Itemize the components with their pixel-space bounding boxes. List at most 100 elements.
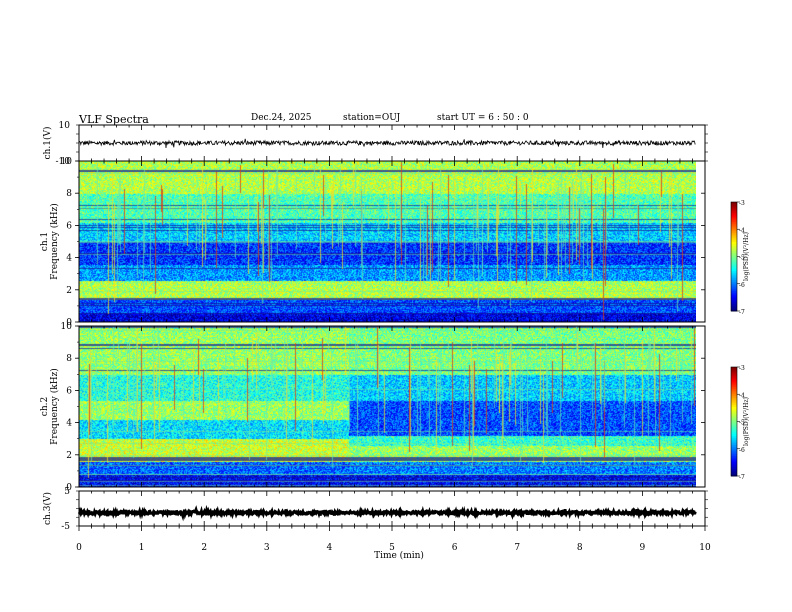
colorbar-swatch	[731, 231, 737, 234]
colorbar-label: log(PSD)(V²/Hz)	[743, 397, 750, 446]
ch1-spectrogram-image	[79, 161, 696, 322]
colorbar-swatch	[731, 396, 737, 399]
colorbar-swatch	[731, 457, 737, 461]
colorbar-swatch	[731, 249, 737, 252]
colorbar-swatch	[731, 207, 737, 210]
colorbar-swatch	[731, 221, 737, 225]
colorbar-swatch	[731, 450, 737, 453]
colorbar-swatch	[731, 425, 737, 428]
colorbar-swatch	[731, 212, 737, 216]
colorbar-swatch	[731, 423, 737, 426]
colorbar-swatch	[731, 301, 737, 305]
colorbar-swatch	[731, 223, 737, 227]
y-tick-label: 6	[66, 221, 72, 231]
y-tick-label: 5	[64, 487, 70, 497]
colorbar-swatch	[731, 296, 737, 299]
colorbar-swatch	[731, 211, 737, 214]
colorbar-layer: -3 -4 -5 -6 -7 log(PSD)(V²/Hz) -3 -4 -5 -6 -7 log(P…	[730, 200, 750, 481]
colorbar-swatch	[731, 251, 737, 254]
colorbar-tick-label: -3	[739, 200, 745, 207]
ch2-spectrogram-ylabel: Frequency (kHz)	[49, 368, 60, 445]
colorbar-swatch	[731, 414, 737, 417]
colorbar-swatch	[731, 368, 737, 372]
colorbar-swatch	[731, 205, 737, 208]
x-tick-label: 3	[264, 543, 270, 553]
start-time-label: start UT = 6 : 50 : 0	[437, 113, 529, 123]
colorbar-swatch	[731, 216, 737, 219]
date-label: Dec.24, 2025	[251, 113, 312, 123]
colorbar-swatch	[731, 281, 737, 285]
x-axis-label: Time (min)	[374, 550, 424, 561]
colorbar-swatch	[731, 294, 737, 297]
x-tick-label: 9	[640, 543, 646, 553]
colorbar-swatch	[731, 412, 737, 415]
colorbar-swatch	[731, 285, 737, 288]
colorbar-tick-label: -4	[739, 392, 745, 399]
colorbar-swatch	[731, 254, 737, 257]
colorbar-tick-label: -7	[739, 474, 745, 481]
colorbar-swatch	[731, 374, 737, 377]
colorbar-tick-label: -6	[739, 447, 745, 454]
colorbar-swatch	[731, 379, 737, 383]
colorbar-swatch	[731, 465, 737, 468]
colorbar-swatch	[731, 381, 737, 384]
colorbar-swatch	[731, 367, 737, 370]
colorbar-swatch	[731, 267, 737, 270]
spectrogram-layer	[79, 161, 696, 487]
colorbar-swatch	[731, 202, 737, 205]
colorbar-swatch	[731, 218, 737, 221]
station-label: station=OUJ	[343, 113, 401, 123]
colorbar-swatch	[731, 300, 737, 303]
colorbar-swatch	[731, 448, 737, 452]
colorbar-swatch	[731, 220, 737, 223]
colorbar-swatch	[731, 263, 737, 267]
colorbar-swatch	[731, 461, 737, 464]
colorbar-tick-label: -7	[739, 309, 745, 316]
colorbar-swatch	[731, 269, 737, 272]
colorbar-tick-label: -5	[739, 255, 745, 262]
colorbar-swatch	[731, 459, 737, 462]
colorbar-swatch	[731, 445, 737, 448]
colorbar-tick-label: -4	[739, 227, 745, 234]
colorbar-swatch	[731, 406, 737, 410]
colorbar-swatch	[731, 452, 737, 455]
colorbar-swatch	[731, 468, 737, 472]
colorbar-swatch	[731, 209, 737, 212]
x-tick-label: 0	[76, 543, 82, 553]
colorbar-swatch	[731, 439, 737, 442]
y-tick-label: 10	[59, 121, 71, 131]
colorbar-swatch	[731, 225, 737, 228]
colorbar-swatch	[731, 454, 737, 457]
colorbar-swatch	[731, 303, 737, 307]
colorbar-swatch	[731, 428, 737, 432]
colorbar-swatch	[731, 385, 737, 388]
y-tick-label: 0	[66, 483, 72, 493]
colorbar-swatch	[731, 456, 737, 459]
colorbar-swatch	[731, 466, 737, 470]
y-tick-label: 10	[61, 322, 73, 332]
colorbar-swatch	[731, 234, 737, 238]
ch1-spectrogram-ylabel: Frequency (kHz)	[49, 203, 60, 280]
colorbar-swatch	[731, 236, 737, 239]
colorbar-swatch	[731, 256, 737, 259]
colorbar-swatch	[731, 252, 737, 256]
x-tick-label: 4	[327, 543, 333, 553]
colorbar-swatch	[731, 280, 737, 283]
ch3-waveform-ylabel: ch.3(V)	[42, 492, 53, 525]
x-tick-label: 10	[699, 543, 711, 553]
y-tick-label: 8	[66, 354, 72, 364]
colorbar-swatch	[731, 271, 737, 274]
colorbar-swatch	[731, 388, 737, 392]
colorbar-swatch	[731, 416, 737, 419]
colorbar-swatch	[731, 436, 737, 439]
colorbar-swatch	[731, 298, 737, 301]
colorbar-swatch	[731, 421, 737, 424]
y-tick-label: -5	[61, 522, 70, 532]
colorbar-swatch	[731, 405, 737, 408]
colorbar-swatch	[731, 309, 737, 312]
colorbar-swatch	[731, 410, 737, 413]
colorbar-tick-label: -6	[739, 282, 745, 289]
colorbar-swatch	[731, 443, 737, 446]
colorbar-swatch	[731, 446, 737, 450]
